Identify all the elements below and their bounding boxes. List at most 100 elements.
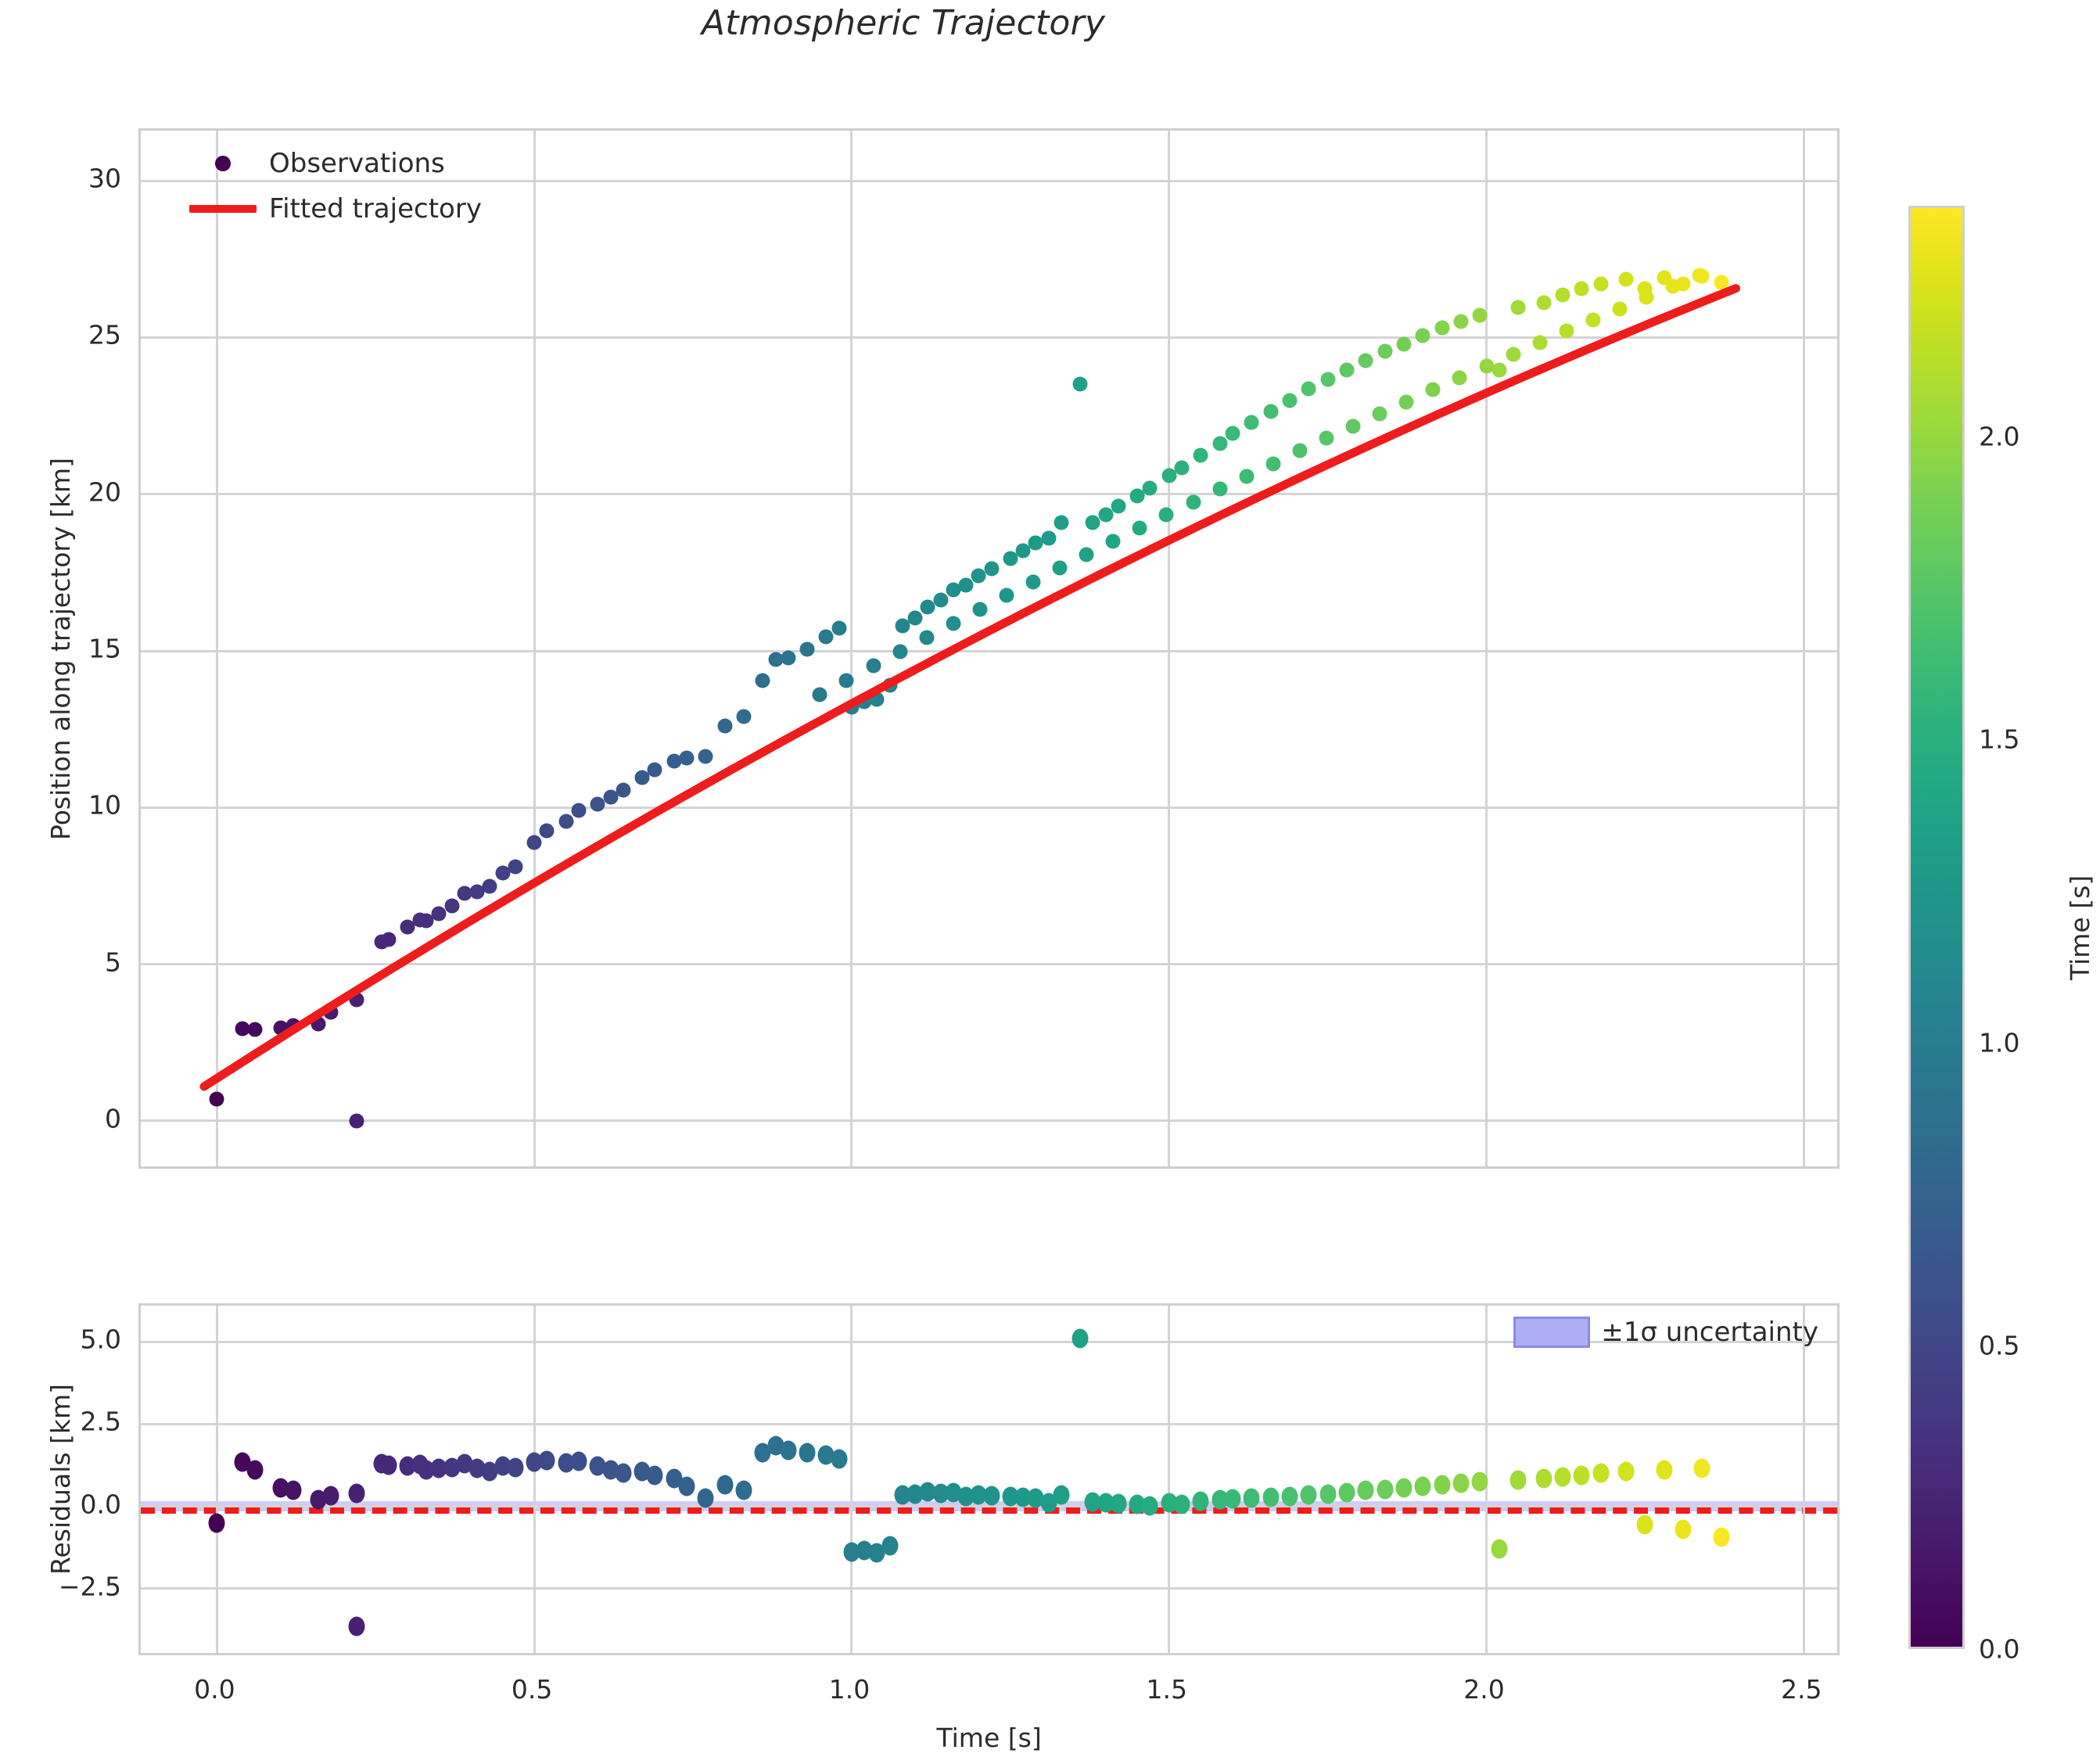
residual-point [399, 1456, 416, 1476]
gridline [141, 493, 1837, 496]
residual-point [1636, 1514, 1653, 1535]
scatter-point [1041, 530, 1057, 546]
colorbar-tick-4: 2.0 [1979, 421, 2020, 452]
residual-point [494, 1456, 512, 1476]
scatter-point [1244, 415, 1259, 430]
residual-point [1141, 1496, 1158, 1516]
residual-point [481, 1461, 498, 1482]
scatter-point [603, 789, 619, 805]
residual-point [831, 1449, 848, 1469]
scatter-point [1692, 268, 1707, 283]
legend-item-observations: Observations [177, 148, 482, 179]
residual-point [1592, 1463, 1610, 1483]
gridline [533, 1306, 536, 1653]
scatter-point [1301, 381, 1316, 397]
scatter-point [999, 587, 1014, 603]
scatter-point [1585, 312, 1601, 328]
residual-point [634, 1461, 651, 1482]
residual-point [380, 1455, 397, 1475]
colorbar-tick-0: 0.0 [1979, 1633, 2020, 1665]
xtick-3: 1.5 [1146, 1674, 1187, 1705]
gridline [1168, 1306, 1171, 1653]
residual-point [767, 1435, 784, 1456]
scatter-point [1186, 494, 1201, 510]
scatter-point [1319, 430, 1334, 446]
scatter-point [247, 1022, 263, 1037]
residual-point [666, 1468, 683, 1489]
residual-point [1084, 1492, 1101, 1512]
scatter-point [1665, 278, 1681, 294]
scatter-point [1052, 560, 1068, 576]
residual-point [1212, 1489, 1229, 1510]
res-ytick-3: −2.5 [58, 1571, 121, 1602]
residual-point [1014, 1487, 1032, 1507]
scatter-point [1639, 289, 1654, 305]
residual-plot-axes: ±1σ uncertainty [138, 1303, 1840, 1655]
main-ytick-4: 20 [88, 476, 121, 508]
zero-reference-line [141, 1506, 1837, 1514]
residual-plot-area [141, 1306, 1837, 1653]
legend-label-uncertainty: ±1σ uncertainty [1601, 1317, 1818, 1348]
residual-point [932, 1483, 949, 1504]
residual-point [208, 1513, 225, 1533]
residual-point [754, 1443, 771, 1463]
residual-point [906, 1484, 924, 1504]
residual-point [246, 1460, 264, 1480]
scatter-point [1345, 419, 1361, 434]
scatter-point [972, 602, 988, 617]
scatter-point [431, 906, 447, 922]
scatter-point [920, 599, 935, 615]
scatter-point [590, 796, 605, 812]
residual-point [507, 1457, 524, 1478]
residual-point [310, 1489, 327, 1510]
residual-point [1713, 1527, 1730, 1547]
legend-label-fitted-trajectory: Fitted trajectory [269, 193, 482, 225]
scatter-point [946, 616, 961, 631]
scatter-point [1372, 406, 1387, 422]
scatter-point [400, 919, 415, 935]
scatter-point [634, 770, 650, 785]
scatter-point [1320, 372, 1336, 387]
residual-point [1357, 1480, 1374, 1500]
scatter-point [1492, 362, 1507, 378]
res-ytick-0: 5.0 [80, 1324, 121, 1355]
residual-point [348, 1616, 365, 1637]
scatter-point [1193, 447, 1208, 463]
figure-title: Atmospheric Trajectory [701, 3, 1106, 43]
scatter-point [736, 709, 752, 724]
solid-line-icon [177, 205, 269, 213]
scatter-point [1212, 481, 1228, 497]
scatter-point [1396, 336, 1412, 352]
main-plot-axes: Observations Fitted trajectory [138, 128, 1840, 1169]
gridline [141, 963, 1837, 966]
residual-point [1097, 1493, 1115, 1513]
residual-point [1129, 1494, 1146, 1514]
main-ytick-6: 30 [88, 163, 121, 194]
residual-point [1414, 1476, 1431, 1497]
residual-point [678, 1476, 695, 1497]
gridline [850, 131, 853, 1166]
gridline [141, 336, 1837, 339]
scatter-point [666, 753, 682, 769]
residual-point [1300, 1485, 1317, 1505]
scatter-point [1434, 320, 1450, 336]
residual-point [602, 1460, 619, 1480]
residual-point [272, 1478, 289, 1498]
residual-point [716, 1475, 734, 1495]
scatter-point [1452, 370, 1467, 386]
scatter-point [1425, 382, 1441, 397]
residual-point [285, 1480, 302, 1500]
scatter-point [679, 750, 695, 766]
gridline [1802, 131, 1805, 1166]
scatter-point [717, 718, 733, 734]
scatter-point [1085, 515, 1100, 530]
residual-point [538, 1450, 555, 1471]
scatter-point [1265, 456, 1281, 472]
residual-point [1509, 1470, 1527, 1490]
legend-item-fitted-trajectory: Fitted trajectory [177, 193, 482, 225]
residual-point [418, 1460, 435, 1480]
scatter-point [558, 814, 574, 829]
residual-point [1161, 1493, 1178, 1513]
scatter-point [495, 865, 511, 881]
scatter-point [209, 1091, 224, 1107]
